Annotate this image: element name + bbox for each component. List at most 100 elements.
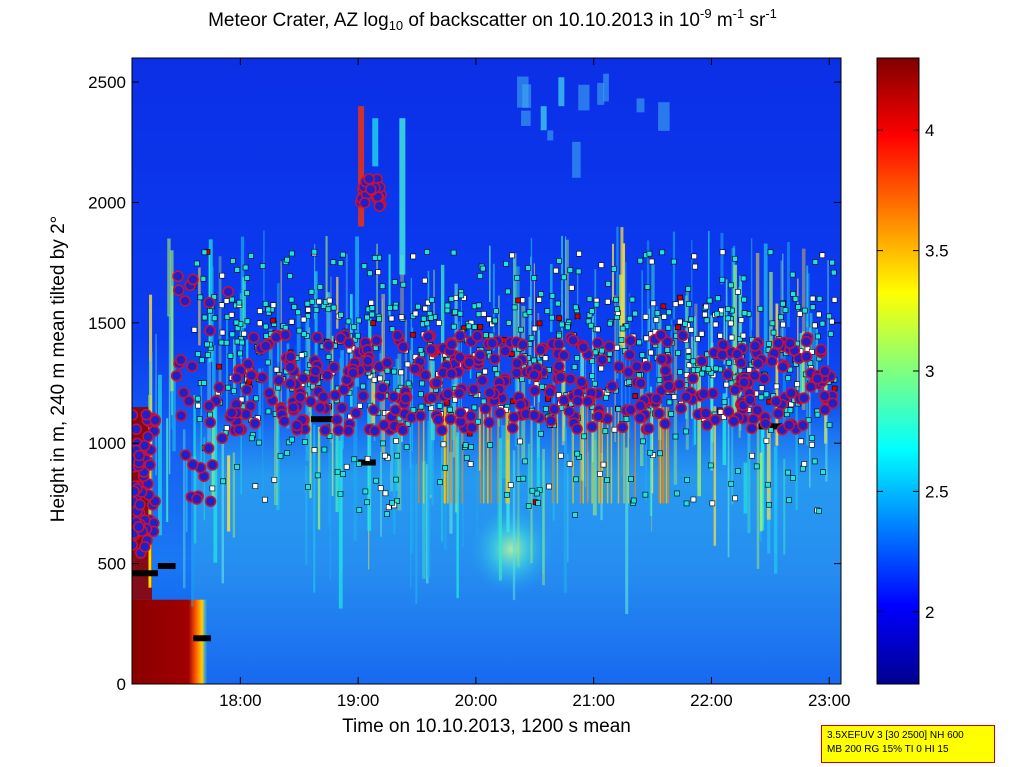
cloud-base-marker <box>571 395 584 407</box>
backscatter-streak <box>427 420 431 578</box>
backscatter-streak <box>787 242 790 328</box>
square-marker <box>509 252 515 259</box>
cloud-base-marker <box>186 360 198 373</box>
square-marker <box>816 508 822 514</box>
backscatter-streak <box>616 226 619 379</box>
cloud-base-marker <box>634 400 647 412</box>
backscatter-streak <box>263 230 265 311</box>
square-marker <box>388 315 395 322</box>
cloud-base-marker <box>759 417 772 430</box>
cloud-base-marker <box>479 402 492 415</box>
cloud-base-marker <box>317 391 330 403</box>
backscatter-streak <box>556 407 559 504</box>
square-marker <box>511 304 518 311</box>
backscatter-streak <box>198 267 201 346</box>
cloud-base-marker <box>177 386 190 399</box>
square-marker <box>262 496 268 503</box>
square-marker <box>391 368 397 375</box>
backscatter-streak <box>367 345 371 431</box>
square-marker <box>809 435 815 441</box>
cloud-base-marker <box>175 354 187 366</box>
backscatter-streak <box>317 426 321 530</box>
cloud-base-marker <box>567 334 579 347</box>
backscatter-streak <box>584 357 587 487</box>
square-marker <box>706 297 713 304</box>
square-marker <box>538 430 544 437</box>
backscatter-streak <box>612 243 615 301</box>
colorbar <box>876 57 920 685</box>
square-marker <box>257 308 263 314</box>
cloud-base-marker <box>373 200 386 212</box>
backscatter-streak <box>634 407 637 504</box>
cloud-base-marker <box>728 415 740 427</box>
square-marker <box>801 461 808 467</box>
square-marker <box>236 299 243 306</box>
mixing-layer-segment <box>193 635 211 642</box>
cloud-base-marker <box>798 392 810 404</box>
backscatter-streak <box>200 381 202 475</box>
cloud-base-marker <box>140 408 153 421</box>
info-line-2: MB 200 RG 15% TI 0 HI 15 <box>827 744 949 755</box>
square-marker <box>574 450 581 457</box>
cloud-base-marker <box>319 424 331 437</box>
square-marker <box>238 396 245 403</box>
backscatter-streak <box>501 425 506 479</box>
cloud-base-marker <box>305 395 317 408</box>
cloud-base-marker <box>173 284 185 297</box>
square-marker <box>525 503 532 509</box>
backscatter-streak <box>450 407 452 504</box>
square-marker <box>789 271 796 278</box>
backscatter-patch <box>522 84 532 108</box>
cloud-base-marker <box>564 373 577 385</box>
cloud-base-marker <box>399 392 412 405</box>
square-marker <box>672 301 679 307</box>
square-marker <box>553 267 559 274</box>
backscatter-streak <box>221 430 224 584</box>
backscatter-streak <box>651 258 655 333</box>
cloud-base-marker <box>575 376 588 388</box>
mixing-layer-segment <box>157 563 176 570</box>
square-marker <box>763 391 770 398</box>
square-marker <box>338 312 344 318</box>
backscatter-streak <box>747 428 751 534</box>
backscatter-streak <box>262 368 264 499</box>
backscatter-streak <box>338 440 343 609</box>
square-marker <box>534 490 540 497</box>
backscatter-streak <box>462 426 464 548</box>
square-marker <box>362 488 369 495</box>
square-marker <box>400 281 407 288</box>
cloud-base-marker <box>328 361 340 374</box>
x-axis: 18:00 19:00 20:00 21:00 22:00 23:00 <box>219 58 850 710</box>
backscatter-streak <box>422 460 426 579</box>
cloud-base-marker <box>445 338 458 351</box>
square-marker <box>289 436 295 443</box>
square-marker <box>223 425 230 431</box>
square-marker <box>597 471 603 477</box>
cloud-base-marker <box>454 407 467 419</box>
backscatter-streak <box>731 248 735 417</box>
y-axis: 0 500 1000 1500 2000 2500 <box>88 73 841 694</box>
backscatter-streak <box>780 260 783 359</box>
square-marker <box>357 403 363 409</box>
square-marker <box>740 332 747 339</box>
cloud-base-marker <box>297 372 310 385</box>
cloud-base-marker <box>653 407 665 420</box>
square-marker <box>391 279 398 285</box>
cloud-base-marker <box>183 395 195 407</box>
square-marker <box>694 336 701 342</box>
square-marker <box>675 350 681 356</box>
backscatter-patch <box>636 98 645 113</box>
square-marker <box>225 384 231 391</box>
square-marker <box>393 476 399 483</box>
square-marker <box>589 308 595 314</box>
backscatter-streak <box>825 380 828 482</box>
cloud-base-marker <box>772 337 784 350</box>
cloud-base-marker <box>675 402 687 415</box>
square-marker <box>361 263 368 270</box>
cloud-base-marker <box>698 388 710 400</box>
backscatter-streak <box>454 407 457 504</box>
cloud-base-marker <box>454 351 466 364</box>
square-marker <box>717 332 723 339</box>
backscatter-streak <box>276 283 280 363</box>
cloud-base-marker <box>805 381 817 393</box>
